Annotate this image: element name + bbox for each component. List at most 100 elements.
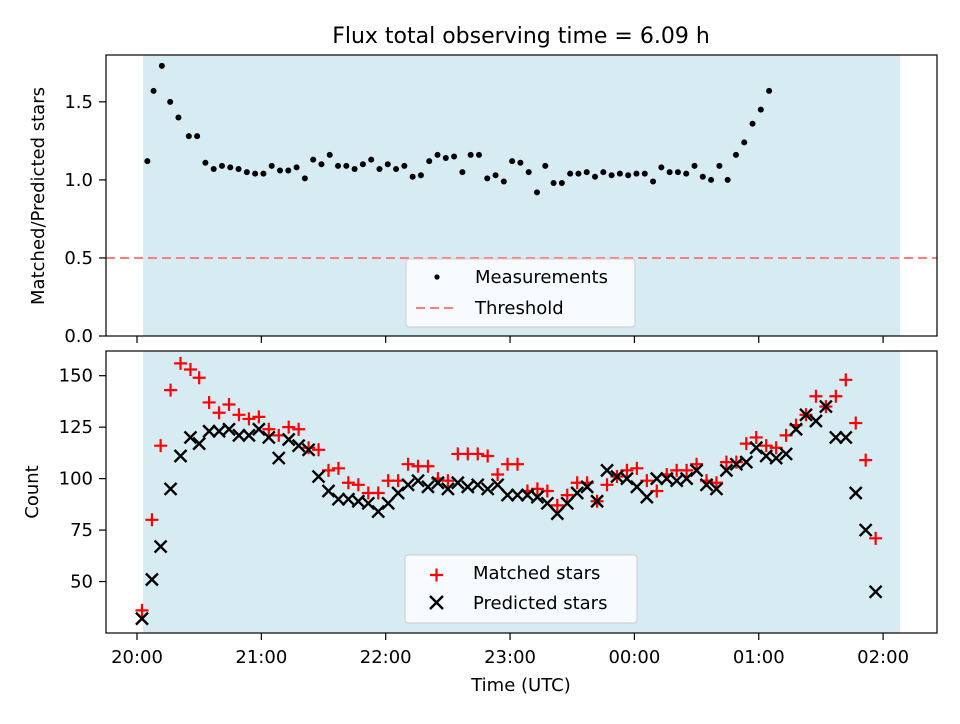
measurement-point xyxy=(401,162,408,169)
predicted-star-point xyxy=(232,428,246,443)
matched-star-point xyxy=(242,412,256,426)
predicted-star-point xyxy=(719,463,734,478)
measurement-point xyxy=(550,180,557,187)
top-points xyxy=(144,62,773,196)
predicted-star-point xyxy=(490,477,505,492)
measurement-point xyxy=(766,87,773,94)
matched-star-point xyxy=(729,455,743,469)
bottom-legend: Matched stars Predicted stars xyxy=(404,554,638,624)
predicted-star-point xyxy=(252,422,266,437)
predicted-star-point xyxy=(809,414,823,428)
measurement-point xyxy=(716,162,723,169)
top-panel: 0.0 0.5 1.0 1.5 Matched/Predicted stars Mea… xyxy=(28,54,938,347)
bottom-y-tick-label: 75 xyxy=(70,520,93,541)
predicted-star-point xyxy=(779,447,793,461)
top-axes-frame xyxy=(105,54,938,337)
predicted-star-point xyxy=(271,451,286,465)
measurement-point xyxy=(158,62,165,69)
matched-star-point xyxy=(859,453,873,467)
predicted-star-point xyxy=(550,506,565,521)
predicted-star-point xyxy=(620,471,634,486)
predicted-star-point xyxy=(341,492,356,507)
matched-star-point xyxy=(212,406,226,420)
measurement-point xyxy=(525,169,532,176)
chart-title: Flux total observing time = 6.09 h xyxy=(332,24,710,49)
matched-star-point xyxy=(351,478,365,492)
x-axis-label: Time (UTC) xyxy=(470,675,571,696)
top-y-tick-label: 0.0 xyxy=(64,326,93,347)
bottom-y-tick-label: 150 xyxy=(59,366,93,387)
predicted-star-point xyxy=(749,440,764,455)
matched-star-point xyxy=(192,371,206,385)
predicted-star-point xyxy=(163,482,178,496)
measurement-point xyxy=(393,165,400,172)
measurement-point xyxy=(310,156,317,163)
predicted-star-point xyxy=(649,471,664,486)
measurement-point xyxy=(749,120,756,127)
measurement-point xyxy=(542,162,549,169)
measurement-point xyxy=(368,156,375,163)
predicted-star-point xyxy=(480,482,495,496)
matched-star-point xyxy=(232,408,246,422)
predicted-star-point xyxy=(868,584,883,599)
measurement-point xyxy=(227,164,234,171)
matched-star-point xyxy=(550,498,564,512)
measurement-point xyxy=(351,165,358,172)
x-tick-label: 02:00 xyxy=(857,647,909,668)
top-legend-box xyxy=(405,258,636,328)
predicted-star-point xyxy=(510,488,525,502)
predicted-star-point xyxy=(759,449,774,463)
measurement-point xyxy=(293,164,300,171)
predicted-star-point xyxy=(709,482,724,496)
measurement-point xyxy=(260,170,267,177)
measurement-point xyxy=(658,164,665,171)
matched-star-point xyxy=(341,476,355,490)
predicted-star-point xyxy=(202,424,216,439)
predicted-star-point xyxy=(281,432,296,447)
predicted-star-point xyxy=(381,496,396,511)
measurement-point xyxy=(335,162,342,169)
measurement-point xyxy=(144,158,151,165)
measurement-point xyxy=(500,178,507,185)
measurement-point xyxy=(359,161,366,168)
matched-star-point xyxy=(401,457,415,471)
predicted-star-point xyxy=(401,477,415,492)
predicted-star-point xyxy=(848,486,863,500)
measurement-point xyxy=(666,169,673,176)
predicted-star-point xyxy=(639,490,654,504)
predicted-legend-marker xyxy=(429,595,444,610)
measurement-point xyxy=(218,162,225,169)
measurement-point xyxy=(459,169,466,176)
measurement-point xyxy=(301,175,308,182)
predicted-star-point xyxy=(828,430,843,445)
top-legend: Measurements Threshold xyxy=(405,258,636,328)
measurement-point xyxy=(376,165,383,172)
predicted-star-point xyxy=(460,480,475,494)
predicted-star-point xyxy=(470,477,485,492)
measurement-point xyxy=(384,161,391,168)
predicted-star-point xyxy=(321,484,336,498)
matched-star-point xyxy=(183,363,197,377)
x-tick-label: 22:00 xyxy=(360,647,412,668)
top-x-ticks xyxy=(136,336,884,343)
bottom-y-ticks: 50 75 100 125 150 xyxy=(59,366,106,593)
predicted-star-point xyxy=(153,539,168,554)
matched-star-point xyxy=(600,478,614,492)
predicted-star-point xyxy=(630,480,644,494)
predicted-star-point xyxy=(450,475,465,490)
predicted-star-point xyxy=(590,494,604,509)
measurement-point xyxy=(575,170,582,177)
measurement-point xyxy=(185,133,192,140)
measurement-point xyxy=(691,162,698,169)
measurement-point xyxy=(641,170,648,177)
measurement-point xyxy=(268,162,275,169)
measurement-point xyxy=(318,161,325,168)
measurement-point xyxy=(708,176,715,183)
matched-star-point xyxy=(690,457,704,471)
measurement-point xyxy=(202,159,209,166)
matched-star-point xyxy=(312,443,326,457)
predicted-star-point xyxy=(192,436,207,451)
measurement-point xyxy=(699,173,706,180)
predicted-star-point xyxy=(600,463,614,478)
matched-star-point xyxy=(174,356,188,370)
